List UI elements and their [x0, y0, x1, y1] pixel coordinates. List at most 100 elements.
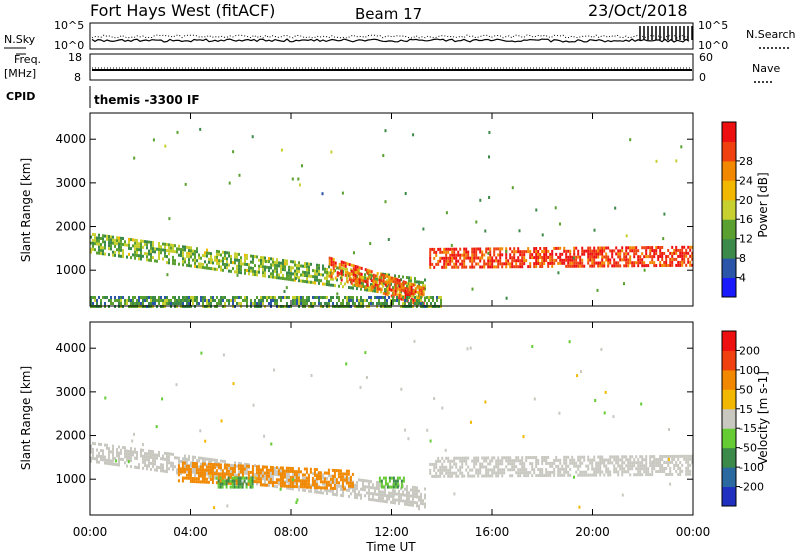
echo-cell	[687, 463, 690, 467]
echo-cell	[394, 299, 396, 302]
echo-cell	[461, 456, 464, 460]
echo-cell	[356, 265, 359, 269]
echo-cell	[283, 484, 286, 488]
echo-cell	[625, 470, 628, 474]
echo-cell	[523, 262, 526, 266]
echo-cell	[237, 476, 240, 480]
echo-cell	[120, 239, 122, 243]
echo-cell	[306, 271, 308, 275]
echo-cell	[680, 145, 683, 149]
echo-cell	[282, 296, 284, 299]
echo-cell	[633, 246, 636, 250]
echo-cell	[521, 265, 524, 269]
echo-cell	[344, 485, 346, 489]
echo-cell	[557, 464, 560, 468]
echo-cell	[232, 299, 234, 302]
echo-cell	[547, 261, 550, 265]
echo-cell	[306, 265, 308, 269]
echo-cell	[150, 461, 152, 465]
echo-cell	[559, 258, 562, 262]
echo-cell	[519, 459, 522, 463]
echo-cell	[565, 255, 568, 259]
echo-cell	[661, 255, 664, 258]
echo-cell	[388, 291, 390, 295]
echo-cell	[691, 263, 694, 267]
echo-cell	[449, 247, 452, 251]
echo-cell	[98, 248, 100, 252]
echo-cell	[521, 465, 524, 469]
echo-cell	[485, 459, 488, 463]
echo-cell	[263, 465, 266, 469]
echo-cell	[161, 397, 164, 401]
echo-cell	[384, 280, 387, 284]
echo-cell	[671, 257, 674, 261]
echo-cell	[390, 276, 393, 280]
echo-cell	[201, 465, 204, 469]
echo-cell	[505, 259, 508, 263]
echo-cell	[402, 484, 404, 488]
echo-cell	[314, 302, 316, 305]
echo-cell	[354, 483, 356, 487]
echo-cell	[689, 454, 692, 458]
echo-cell	[228, 302, 230, 305]
echo-cell	[126, 464, 128, 468]
echo-cell	[227, 463, 230, 467]
echo-cell	[422, 289, 425, 293]
echo-cell	[557, 470, 560, 474]
echo-cell	[201, 474, 204, 478]
echo-cell	[653, 461, 656, 465]
echo-cell	[671, 472, 674, 476]
echo-cell	[679, 254, 682, 258]
echo-cell	[94, 242, 96, 246]
echo-cell	[649, 255, 652, 259]
echo-cell	[132, 302, 134, 305]
echo-cell	[563, 473, 566, 477]
echo-cell	[302, 296, 304, 299]
echo-cell	[298, 261, 300, 265]
echo-cell	[220, 302, 222, 305]
echo-cell	[400, 387, 403, 391]
echo-cell	[388, 497, 390, 501]
echo-cell	[645, 455, 648, 459]
echo-cell	[174, 262, 176, 266]
echo-cell	[195, 465, 198, 469]
echo-cell	[491, 459, 494, 463]
echo-cell	[567, 470, 570, 474]
echo-cell	[613, 458, 616, 462]
echo-cell	[459, 459, 462, 463]
echo-cell	[545, 256, 548, 259]
echo-cell	[679, 263, 682, 267]
echo-cell	[683, 251, 686, 255]
echo-cell	[229, 481, 232, 485]
echo-cell	[621, 467, 624, 471]
echo-cell	[152, 256, 154, 260]
echo-cell	[378, 490, 380, 494]
echo-cell	[577, 249, 580, 253]
echo-cell	[382, 284, 384, 288]
echo-cell	[276, 273, 278, 277]
echo-cell	[154, 459, 156, 463]
echo-cell	[591, 467, 594, 471]
echo-cell	[214, 267, 216, 271]
echo-cell	[152, 299, 154, 302]
echo-cell	[225, 469, 228, 473]
echo-cell	[296, 299, 298, 302]
echo-cell	[607, 258, 610, 262]
echo-cell	[380, 482, 383, 486]
echo-cell	[587, 467, 590, 471]
echo-cell	[192, 455, 194, 459]
echo-cell	[192, 252, 194, 256]
echo-cell	[406, 299, 408, 302]
echo-cell	[90, 302, 92, 305]
echo-cell	[406, 276, 408, 279]
echo-cell	[326, 274, 328, 277]
echo-cell	[213, 466, 216, 470]
echo-cell	[408, 279, 410, 283]
echo-cell	[679, 466, 682, 470]
echo-cell	[422, 281, 424, 285]
echo-cell	[271, 484, 274, 487]
echo-cell	[420, 286, 423, 290]
echo-cell	[537, 259, 540, 262]
echo-cell	[186, 299, 188, 302]
echo-cell	[386, 494, 388, 498]
